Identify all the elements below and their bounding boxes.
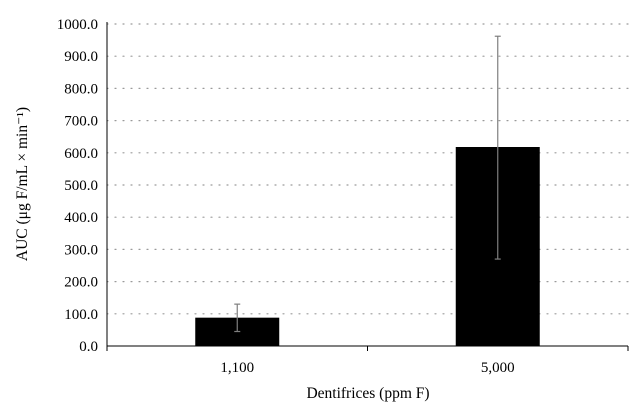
axes (106, 22, 629, 351)
y-axis-label: AUC (μg F/mL × min⁻¹) (14, 107, 31, 261)
y-tick-label: 800.0 (64, 81, 98, 97)
y-tick-label: 500.0 (64, 178, 98, 194)
y-tick-labels: 0.0 100.0 200.0 300.0 400.0 500.0 600.0 700.0 80… (57, 17, 98, 355)
x-tick-labels: 1,100 5,000 (220, 360, 514, 376)
y-tick-label: 700.0 (64, 114, 98, 130)
y-tick-label: 200.0 (64, 275, 98, 291)
y-tick-label: 400.0 (64, 210, 98, 226)
y-tick-label: 300.0 (64, 242, 98, 258)
error-bars (234, 35, 501, 333)
x-axis-label: Dentifrices (ppm F) (306, 385, 429, 402)
y-tick-label: 600.0 (64, 146, 98, 162)
grid-lines (106, 23, 629, 315)
bars (195, 147, 540, 346)
y-tick-label: 900.0 (64, 49, 98, 65)
y-tick-label: 1000.0 (57, 17, 98, 33)
y-tick-label: 100.0 (64, 307, 98, 323)
x-tick-label: 5,000 (481, 360, 515, 376)
x-tick-label: 1,100 (220, 360, 254, 376)
y-tick-label: 0.0 (79, 339, 98, 355)
